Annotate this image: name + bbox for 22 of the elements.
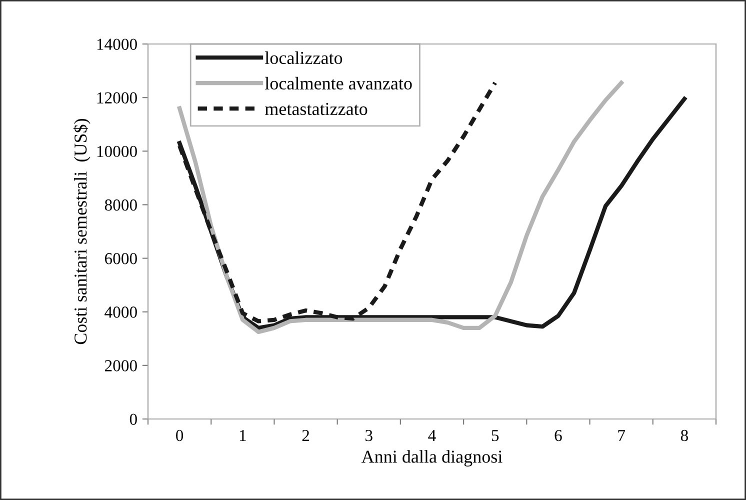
x-tick-label: 8: [680, 430, 688, 442]
y-tick-label: 12000: [97, 92, 137, 104]
x-tick-label: 3: [366, 430, 372, 442]
x-tick-label: 2: [302, 430, 310, 441]
y-tick-label: 10000: [97, 146, 137, 158]
x-tick-label: 5: [492, 430, 499, 442]
x-tick-label: 0: [176, 430, 184, 442]
y-tick-label: 2000: [104, 360, 137, 372]
legend-label: metastatizzato: [265, 102, 368, 116]
y-tick-label: 8000: [104, 199, 137, 211]
y-tick-label: 4000: [104, 306, 137, 318]
x-tick-label: 4: [428, 430, 436, 441]
legend-label: localmente avanzato: [264, 76, 412, 90]
y-tick-label: 0: [130, 414, 137, 425]
y-tick-label: 6000: [104, 252, 137, 264]
x-axis-title: Anni dalla diagnosi: [361, 450, 502, 467]
legend-label: localizzato: [264, 51, 342, 64]
x-tick-label: 7: [618, 430, 626, 441]
y-tick-label: 14000: [97, 38, 137, 50]
x-tick-label: 6: [554, 430, 562, 442]
x-tick-label: 1: [240, 430, 246, 441]
y-axis-title: Costi sanitari semestrali (US$): [73, 118, 90, 344]
